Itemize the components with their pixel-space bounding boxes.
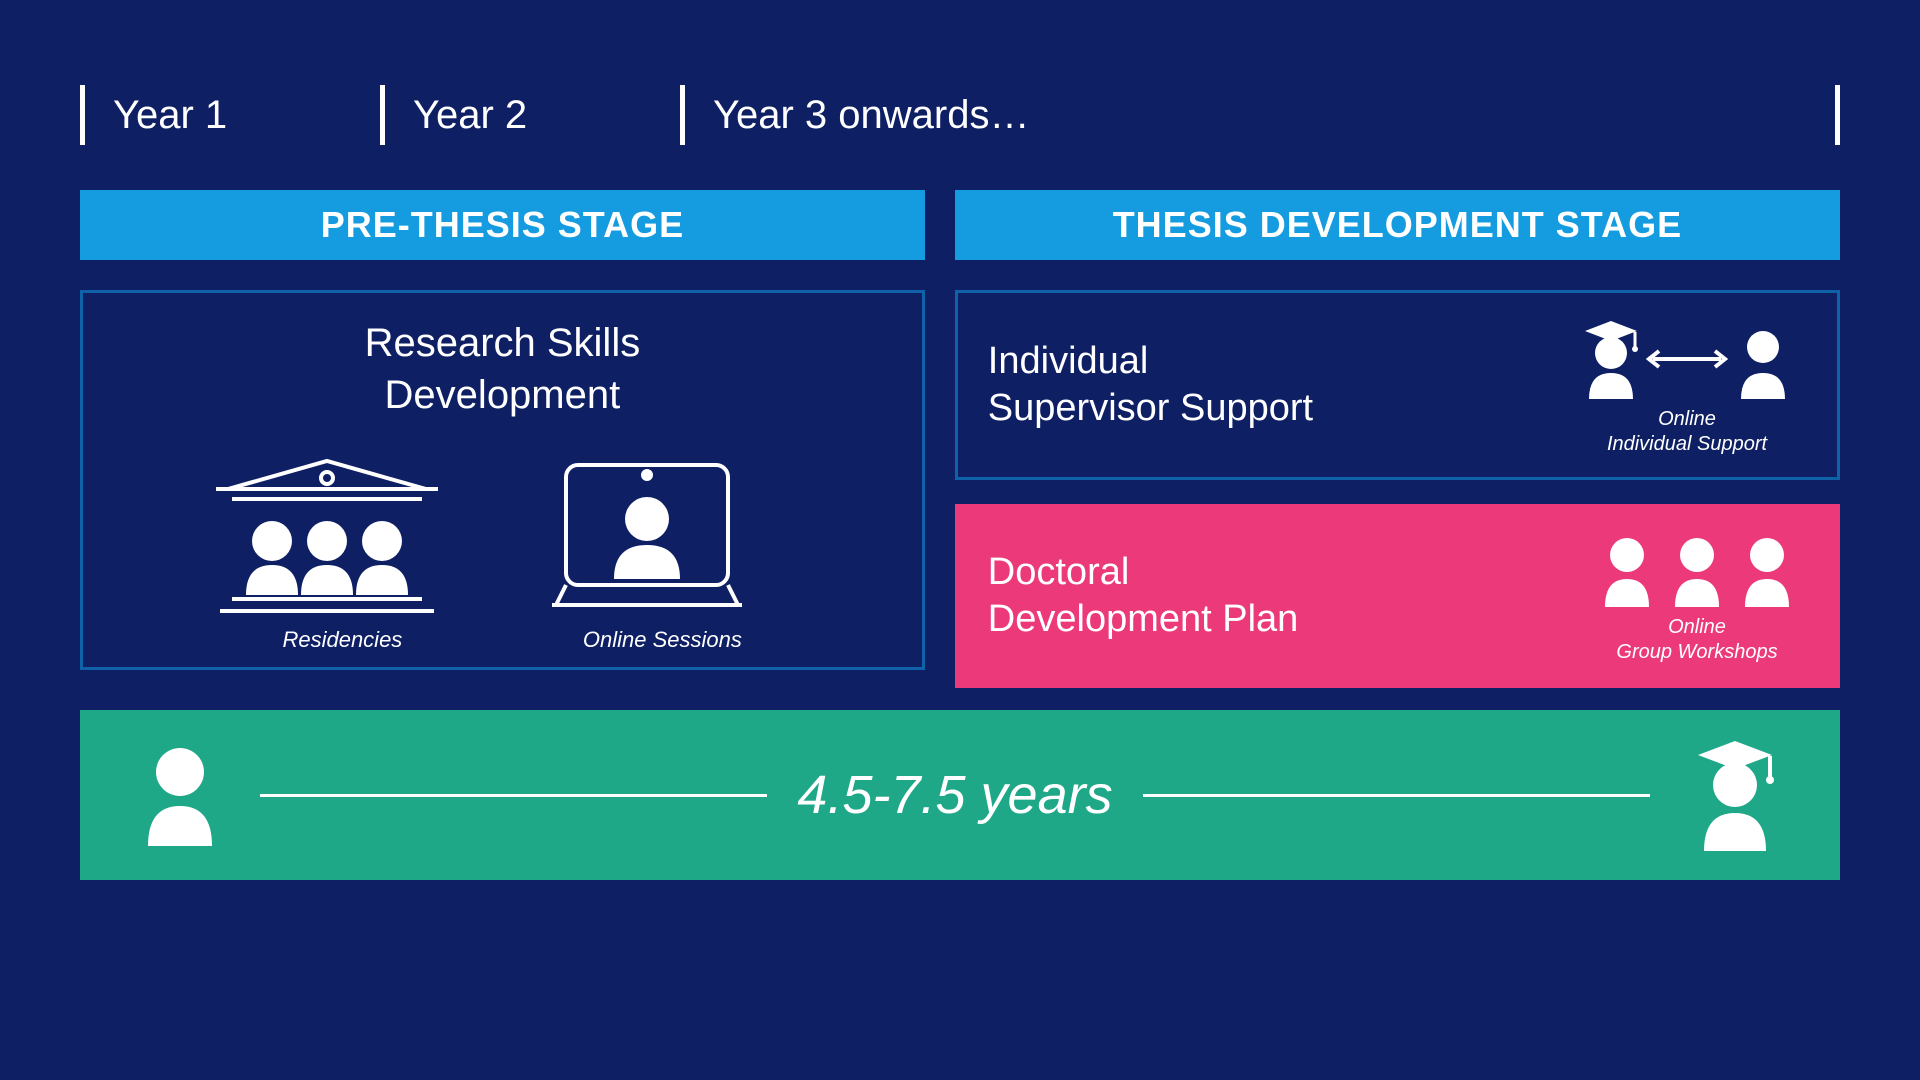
doctoral-title-line1: Doctoral xyxy=(988,551,1130,593)
supervisor-icon-block: Online Individual Support xyxy=(1567,313,1807,457)
supervisor-title-line2: Supervisor Support xyxy=(988,387,1313,429)
online-sessions-caption: Online Sessions xyxy=(532,627,792,653)
doctoral-plan-box: Doctoral Development Plan xyxy=(955,504,1840,688)
supervisor-caption-line1: Online xyxy=(1658,408,1716,430)
thesis-column: Individual Supervisor Support xyxy=(955,290,1840,670)
pre-thesis-title: Research Skills Development xyxy=(113,317,892,421)
pre-thesis-title-line2: Development xyxy=(385,373,621,417)
duration-label: 4.5-7.5 years xyxy=(797,764,1112,826)
canvas: Year 1 Year 2 Year 3 onwards… PRE-THESIS… xyxy=(0,0,1920,1080)
pre-thesis-stage-header: PRE-THESIS STAGE xyxy=(80,190,925,260)
year-3-segment: Year 3 onwards… xyxy=(680,85,1835,145)
pre-thesis-title-line1: Research Skills xyxy=(365,321,641,365)
supervisor-title-line1: Individual xyxy=(988,340,1149,382)
year-3-label: Year 3 onwards… xyxy=(685,93,1069,138)
year-2-segment: Year 2 xyxy=(380,85,680,145)
residencies-caption: Residencies xyxy=(212,627,472,653)
stage-header-row: PRE-THESIS STAGE THESIS DEVELOPMENT STAG… xyxy=(80,190,1840,260)
duration-line-right xyxy=(1143,794,1650,797)
doctoral-caption: Online Group Workshops xyxy=(1587,615,1807,665)
online-sessions-block: Online Sessions xyxy=(532,451,792,653)
residencies-block: Residencies xyxy=(212,451,472,653)
year-1-label: Year 1 xyxy=(85,93,267,138)
duration-line-left xyxy=(260,794,767,797)
supervisor-support-title: Individual Supervisor Support xyxy=(988,338,1313,433)
building-people-icon xyxy=(212,451,442,619)
supervisor-caption-line2: Individual Support xyxy=(1607,433,1767,455)
doctoral-title-line2: Development Plan xyxy=(988,598,1299,640)
pre-thesis-box: Research Skills Development xyxy=(80,290,925,670)
doctoral-caption-line1: Online xyxy=(1668,616,1726,638)
graduate-end-icon xyxy=(1680,735,1790,855)
pre-thesis-icons: Residencies xyxy=(113,451,892,653)
doctoral-caption-line2: Group Workshops xyxy=(1616,641,1777,663)
thesis-stage-header: THESIS DEVELOPMENT STAGE xyxy=(955,190,1840,260)
grad-arrow-person-icon xyxy=(1567,313,1807,403)
year-2-label: Year 2 xyxy=(385,93,567,138)
supervisor-support-box: Individual Supervisor Support xyxy=(955,290,1840,480)
laptop-person-icon xyxy=(532,451,762,619)
timeline-tick xyxy=(1835,85,1840,145)
year-1-segment: Year 1 xyxy=(80,85,380,145)
doctoral-plan-title: Doctoral Development Plan xyxy=(988,549,1299,644)
three-people-icon xyxy=(1587,527,1807,611)
supervisor-caption: Online Individual Support xyxy=(1567,407,1807,457)
timeline-row: Year 1 Year 2 Year 3 onwards… xyxy=(80,80,1840,150)
person-start-icon xyxy=(130,740,230,850)
content-row: Research Skills Development xyxy=(80,290,1840,670)
duration-bar: 4.5-7.5 years xyxy=(80,710,1840,880)
doctoral-icon-block: Online Group Workshops xyxy=(1587,527,1807,665)
